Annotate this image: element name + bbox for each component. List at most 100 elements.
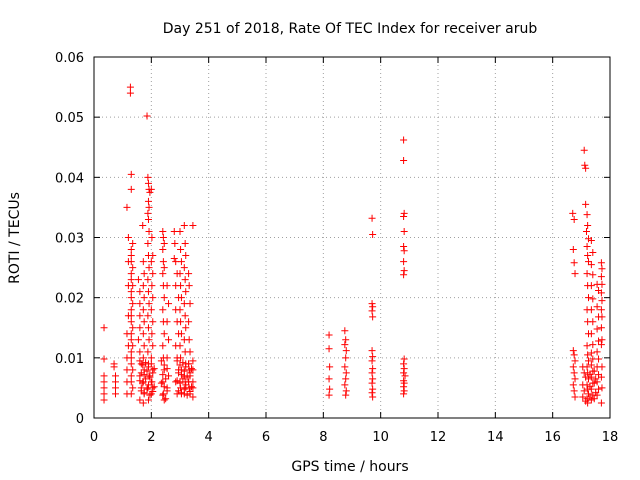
data-point <box>129 240 137 248</box>
data-point <box>127 372 135 380</box>
y-axis-label: ROTI / TECUs <box>7 192 23 284</box>
data-point <box>150 365 158 373</box>
data-point <box>100 372 108 380</box>
y-tick-label: 0.02 <box>55 292 84 307</box>
data-point <box>159 391 167 399</box>
data-point <box>598 280 606 288</box>
x-tick-label: 12 <box>430 430 447 445</box>
data-point <box>112 384 119 392</box>
data-point <box>587 361 595 369</box>
data-point <box>160 240 168 248</box>
data-point <box>180 221 188 229</box>
x-tick-label: 2 <box>147 430 155 445</box>
data-point <box>400 227 408 235</box>
data-point <box>571 375 579 383</box>
data-point <box>127 276 135 284</box>
data-point <box>148 330 156 338</box>
data-point <box>595 337 603 345</box>
x-axis-label: GPS time / hours <box>291 459 408 475</box>
data-point <box>368 389 376 397</box>
data-point <box>179 375 187 383</box>
data-point <box>342 369 350 377</box>
data-point <box>127 185 135 193</box>
data-point <box>160 264 168 272</box>
data-point <box>587 261 595 269</box>
data-point <box>368 357 376 365</box>
data-point <box>400 247 408 255</box>
data-point <box>146 373 154 381</box>
data-point <box>598 336 606 344</box>
data-point <box>187 383 195 391</box>
data-point <box>326 385 334 393</box>
data-point <box>571 357 579 365</box>
data-point <box>180 367 188 375</box>
data-point <box>176 379 184 387</box>
data-point <box>144 396 152 404</box>
data-point <box>139 258 147 266</box>
x-tick-label: 6 <box>262 430 270 445</box>
data-point <box>400 243 408 251</box>
data-point <box>134 336 142 344</box>
data-point <box>136 324 144 332</box>
data-point <box>136 312 144 320</box>
data-point <box>177 354 185 362</box>
data-point <box>189 366 197 374</box>
data-point <box>400 267 408 275</box>
y-tick-label: 0.03 <box>55 232 84 247</box>
data-point <box>584 252 592 260</box>
data-point <box>582 164 590 172</box>
data-point <box>159 306 167 314</box>
axis-ticks <box>93 56 611 419</box>
data-point <box>585 390 592 398</box>
data-point <box>147 360 155 368</box>
data-point <box>597 341 605 349</box>
data-point <box>159 246 167 254</box>
data-point <box>163 387 171 395</box>
data-point <box>569 347 577 355</box>
data-point <box>140 371 148 379</box>
data-point <box>369 393 377 401</box>
tick-labels: 0 2 4 6 8 10 12 14 16 18 0 0.01 0.02 0.03 0.04 0.05 0.06 <box>55 51 618 445</box>
data-point <box>149 294 157 302</box>
data-point <box>140 342 148 350</box>
data-point <box>579 363 587 371</box>
data-point <box>160 330 168 338</box>
data-point <box>144 324 152 332</box>
data-point <box>112 390 119 398</box>
data-point <box>177 258 185 266</box>
data-point <box>144 276 152 284</box>
data-point <box>162 395 170 403</box>
data-point <box>140 270 148 278</box>
data-point <box>580 146 588 154</box>
data-point <box>127 354 135 362</box>
data-point <box>185 336 193 344</box>
data-point <box>592 375 600 383</box>
data-point <box>589 341 597 349</box>
data-point <box>325 391 333 399</box>
chart-title: Day 251 of 2018, Rate Of TEC Index for r… <box>163 21 538 37</box>
data-point <box>136 357 144 365</box>
x-tick-label: 18 <box>602 430 619 445</box>
data-point <box>369 353 377 361</box>
data-point <box>136 288 144 296</box>
data-point <box>587 330 595 338</box>
data-point <box>148 234 156 241</box>
data-point <box>369 365 377 373</box>
data-point <box>126 89 134 97</box>
data-point <box>144 197 152 205</box>
x-tick-label: 4 <box>205 430 213 445</box>
data-points <box>100 83 606 407</box>
data-point <box>100 396 108 404</box>
data-point <box>400 156 408 164</box>
data-point <box>139 306 147 314</box>
y-tick-label: 0.06 <box>55 51 84 66</box>
data-point <box>127 270 135 278</box>
data-point <box>586 393 594 401</box>
data-point <box>146 188 154 196</box>
data-point <box>181 240 189 248</box>
data-point <box>186 300 194 308</box>
data-point <box>143 385 151 393</box>
x-tick-label: 0 <box>90 430 98 445</box>
data-point <box>580 369 588 377</box>
